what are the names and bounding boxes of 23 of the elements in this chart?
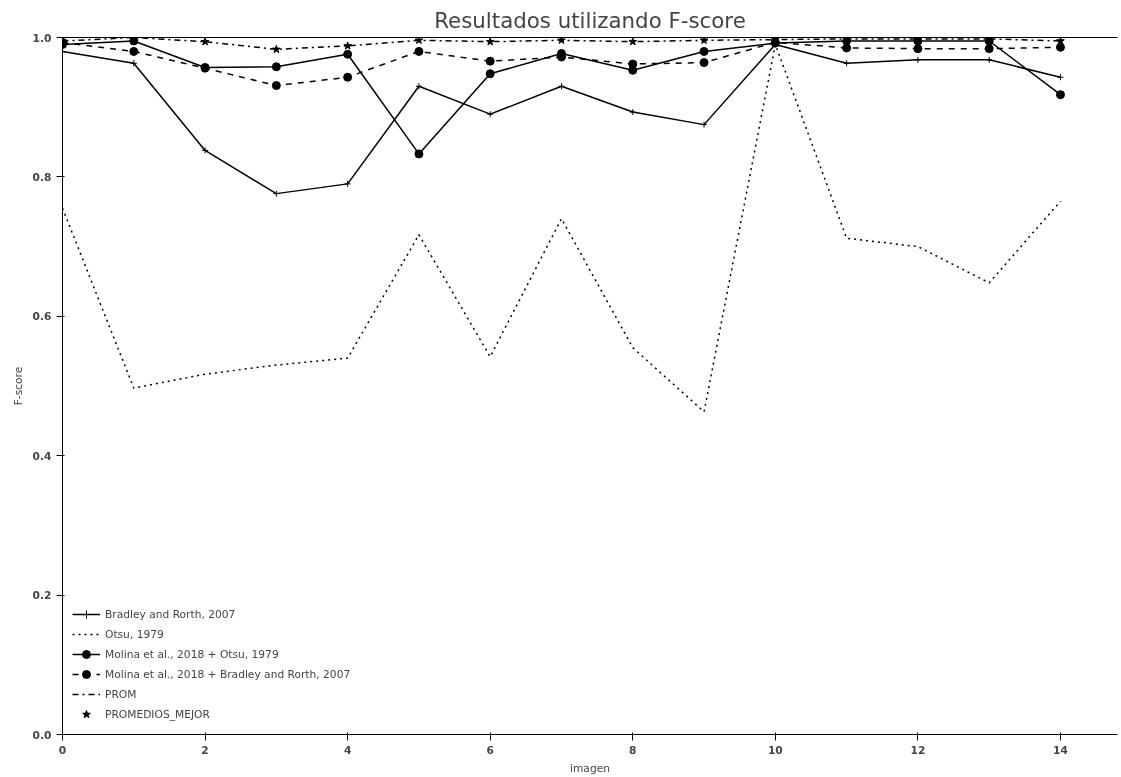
chart-title: Resultados utilizando F-score — [434, 7, 746, 33]
x-tick-label: 6 — [486, 743, 494, 757]
x-tick-label: 4 — [343, 743, 352, 757]
legend-label: Molina et al., 2018 + Bradley and Rorth, 2007 — [105, 666, 351, 683]
legend-label: PROMEDIOS_MEJOR — [105, 706, 210, 723]
x-tick-label: 2 — [201, 743, 209, 757]
y-tick-label: 1.0 — [32, 31, 52, 45]
y-tick-label: 0.8 — [32, 170, 52, 184]
y-tick-label: 0.0 — [32, 728, 52, 742]
x-tick-label: 0 — [58, 743, 67, 757]
x-tick-label: 8 — [629, 743, 637, 757]
y-tick-label: 0.2 — [32, 589, 52, 603]
x-axis-title: imagen — [570, 761, 610, 775]
x-tick-label: 10 — [767, 743, 783, 757]
y-axis-title: F-score — [11, 366, 25, 406]
legend-label: Bradley and Rorth, 2007 — [105, 606, 236, 623]
x-tick-label: 12 — [910, 743, 926, 757]
y-tick-label: 0.6 — [32, 310, 52, 324]
x-tick-label: 14 — [1053, 743, 1068, 757]
y-tick-label: 0.4 — [32, 449, 52, 463]
legend-label: Otsu, 1979 — [105, 626, 164, 643]
legend-label: PROM — [105, 686, 137, 703]
legend-label: Molina et al., 2018 + Otsu, 1979 — [105, 646, 279, 663]
